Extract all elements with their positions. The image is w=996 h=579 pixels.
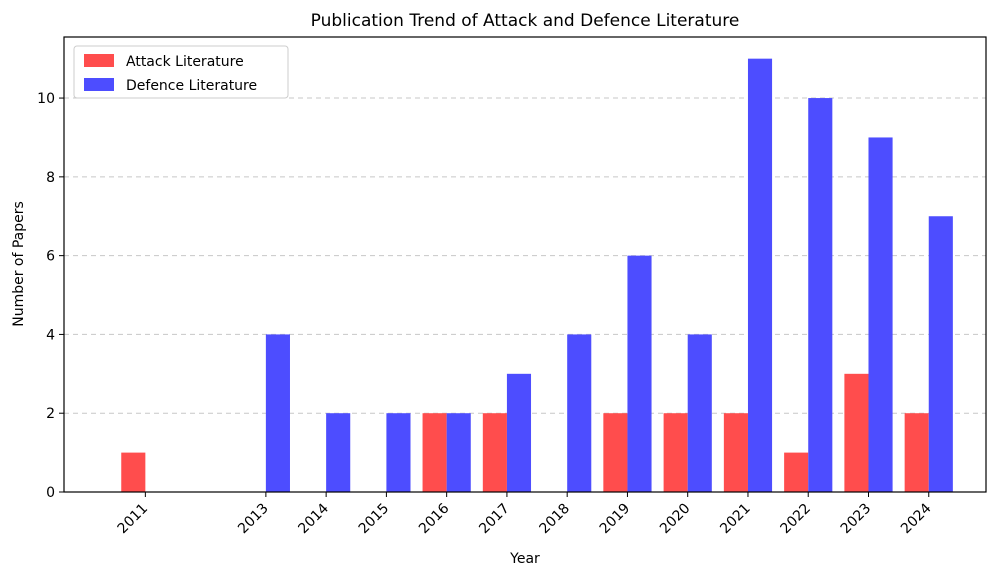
- x-tick-label: 2014: [295, 500, 332, 537]
- bar-defence-2016: [446, 413, 471, 492]
- x-axis-label: Year: [509, 551, 540, 567]
- legend-swatch-attack: [84, 54, 114, 67]
- bar-attack-2020: [663, 413, 688, 492]
- bar-attack-2021: [723, 413, 748, 492]
- bar-defence-2013: [265, 334, 290, 492]
- x-tick-label: 2015: [356, 501, 393, 538]
- chart-title: Publication Trend of Attack and Defence …: [311, 11, 740, 31]
- x-tick-label: 2011: [115, 501, 152, 538]
- bar-defence-2015: [386, 413, 411, 492]
- bars: [121, 58, 953, 493]
- x-tick-label: 2021: [717, 501, 754, 538]
- bar-defence-2018: [567, 334, 592, 492]
- bar-defence-2022: [808, 98, 833, 492]
- bar-defence-2019: [627, 255, 652, 492]
- x-tick-label: 2013: [235, 501, 272, 538]
- legend-label-attack: Attack Literature: [126, 54, 244, 70]
- bar-attack-2022: [784, 452, 809, 492]
- x-tick-label: 2018: [536, 501, 573, 538]
- x-tick-label: 2024: [898, 500, 935, 537]
- x-tick-label: 2020: [657, 501, 694, 538]
- legend-swatch-defence: [84, 78, 114, 91]
- y-tick-label: 0: [46, 485, 55, 501]
- y-tick-label: 4: [46, 327, 55, 343]
- y-tick-label: 6: [46, 249, 55, 265]
- y-tick-label: 10: [37, 91, 55, 107]
- bar-attack-2017: [482, 413, 507, 492]
- bar-attack-2019: [603, 413, 628, 492]
- bar-defence-2014: [326, 413, 351, 492]
- x-tick-label: 2023: [838, 501, 875, 538]
- legend-label-defence: Defence Literature: [126, 78, 257, 94]
- bar-attack-2023: [844, 373, 869, 492]
- y-axis-label: Number of Papers: [11, 201, 27, 327]
- x-axis: 2011 2013 2014 2015 2016 2017 2018 2019 2020 2021…: [115, 492, 935, 537]
- x-tick-label: 2016: [416, 500, 453, 537]
- bar-defence-2021: [747, 58, 773, 493]
- bar-defence-2020: [687, 334, 712, 492]
- y-tick-label: 2: [46, 406, 55, 422]
- legend-box: [73, 45, 289, 99]
- plot-frame: [63, 36, 987, 493]
- x-tick-label: 2022: [778, 501, 815, 538]
- x-tick-label: 2019: [597, 501, 634, 538]
- bar-defence-2023: [868, 137, 893, 493]
- bar-attack-2024: [904, 413, 929, 492]
- y-tick-label: 8: [46, 170, 55, 186]
- legend: Attack Literature Defence Literature: [73, 45, 289, 99]
- x-tick-label: 2017: [476, 501, 513, 538]
- bar-defence-2017: [506, 373, 532, 492]
- bar-defence-2024: [928, 216, 953, 492]
- bar-attack-2011: [121, 452, 146, 492]
- bar-attack-2016: [422, 413, 447, 492]
- y-axis: 0 2 4 6 8 10: [37, 91, 64, 501]
- grid: [64, 97, 986, 414]
